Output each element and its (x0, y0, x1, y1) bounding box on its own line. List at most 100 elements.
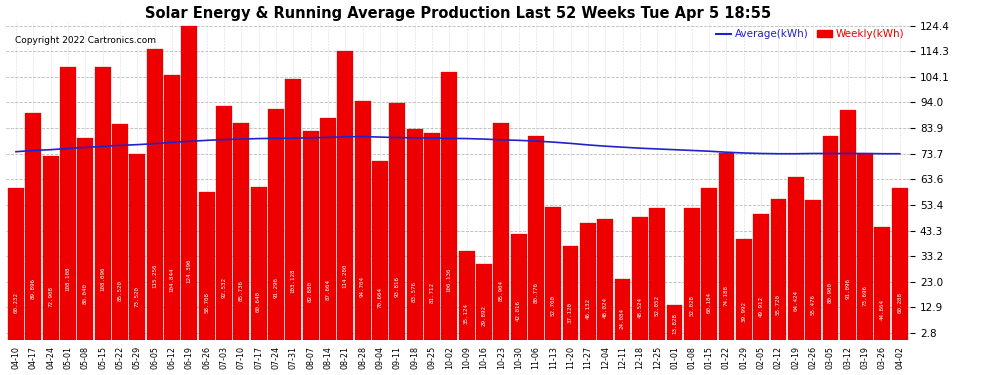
Bar (424, 134, 440, 340)
Text: 87.664: 87.664 (326, 279, 331, 300)
Bar (389, 103, 405, 340)
Text: 83.576: 83.576 (412, 281, 417, 302)
Bar (770, 199, 786, 340)
Bar (736, 239, 751, 340)
Bar (666, 305, 682, 340)
Text: 73.696: 73.696 (862, 285, 867, 306)
Bar (43, 156, 58, 340)
Bar (528, 136, 544, 340)
Text: 106.136: 106.136 (446, 267, 451, 292)
Bar (545, 207, 561, 340)
Bar (216, 106, 232, 340)
Text: 85.520: 85.520 (118, 280, 123, 301)
Bar (26, 113, 42, 340)
Bar (719, 153, 735, 340)
Text: 60.288: 60.288 (897, 291, 902, 312)
Text: 42.016: 42.016 (516, 300, 521, 321)
Bar (632, 217, 647, 340)
Bar (701, 188, 717, 340)
Text: 108.108: 108.108 (65, 266, 70, 291)
Legend: Average(kWh), Weekly(kWh): Average(kWh), Weekly(kWh) (712, 25, 908, 44)
Bar (372, 161, 388, 340)
Text: 81.712: 81.712 (430, 282, 435, 303)
Text: 60.184: 60.184 (707, 292, 712, 313)
Bar (874, 226, 890, 340)
Bar (77, 138, 93, 340)
Bar (458, 251, 474, 340)
Text: 74.188: 74.188 (724, 285, 729, 306)
Bar (562, 246, 578, 340)
Text: 92.532: 92.532 (222, 277, 227, 298)
Bar (823, 135, 839, 340)
Text: 80.900: 80.900 (828, 282, 833, 303)
Bar (857, 154, 873, 340)
Text: 70.664: 70.664 (377, 287, 382, 308)
Text: 24.084: 24.084 (620, 308, 625, 329)
Text: 58.708: 58.708 (204, 292, 209, 313)
Text: 91.096: 91.096 (845, 278, 850, 298)
Text: 60.640: 60.640 (256, 291, 261, 312)
Bar (892, 188, 908, 340)
Text: 114.280: 114.280 (343, 264, 347, 288)
Text: 52.052: 52.052 (654, 295, 659, 316)
Bar (147, 49, 162, 340)
Bar (354, 100, 370, 340)
Bar (615, 279, 631, 340)
Bar (95, 67, 111, 340)
Bar (181, 26, 197, 340)
Bar (753, 214, 769, 340)
Bar (320, 118, 336, 340)
Text: 52.028: 52.028 (689, 295, 694, 316)
Text: 48.524: 48.524 (638, 297, 643, 318)
Text: 52.760: 52.760 (550, 295, 555, 316)
Text: 35.124: 35.124 (464, 303, 469, 324)
Bar (805, 200, 821, 340)
Text: 73.520: 73.520 (135, 285, 140, 306)
Text: 39.992: 39.992 (742, 301, 746, 322)
Text: 108.096: 108.096 (100, 266, 105, 291)
Text: 60.232: 60.232 (14, 291, 19, 312)
Bar (597, 219, 613, 340)
Bar (407, 129, 423, 340)
Text: 104.844: 104.844 (169, 268, 174, 292)
Bar (649, 209, 665, 340)
Text: Copyright 2022 Cartronics.com: Copyright 2022 Cartronics.com (15, 36, 155, 45)
Text: 55.476: 55.476 (811, 294, 816, 315)
Text: 55.720: 55.720 (776, 294, 781, 315)
Bar (303, 130, 319, 340)
Text: 89.896: 89.896 (31, 278, 36, 299)
Text: 82.880: 82.880 (308, 281, 313, 302)
Text: 64.424: 64.424 (793, 290, 798, 310)
Text: 46.132: 46.132 (585, 298, 590, 319)
Text: 37.120: 37.120 (568, 302, 573, 323)
Bar (60, 67, 76, 340)
Bar (199, 192, 215, 340)
Bar (684, 209, 700, 340)
Text: 85.736: 85.736 (239, 280, 244, 301)
Bar (476, 264, 492, 340)
Text: 93.816: 93.816 (395, 276, 400, 297)
Bar (250, 187, 266, 340)
Text: 103.128: 103.128 (291, 268, 296, 293)
Text: 48.024: 48.024 (603, 297, 608, 318)
Text: 80.776: 80.776 (534, 282, 539, 303)
Text: 91.296: 91.296 (273, 278, 278, 298)
Bar (268, 109, 284, 340)
Text: 29.892: 29.892 (481, 305, 486, 326)
Text: 13.828: 13.828 (672, 313, 677, 334)
Bar (840, 110, 855, 340)
Bar (511, 234, 527, 340)
Text: 94.704: 94.704 (360, 276, 365, 297)
Text: 72.908: 72.908 (49, 286, 53, 307)
Bar (112, 124, 128, 340)
Bar (8, 188, 24, 340)
Bar (788, 177, 804, 340)
Text: 124.396: 124.396 (187, 259, 192, 284)
Bar (234, 123, 249, 340)
Bar (580, 224, 596, 340)
Text: 115.256: 115.256 (152, 263, 157, 288)
Text: 49.912: 49.912 (758, 296, 763, 317)
Title: Solar Energy & Running Average Production Last 52 Weeks Tue Apr 5 18:55: Solar Energy & Running Average Productio… (145, 6, 771, 21)
Bar (130, 154, 146, 340)
Bar (338, 51, 353, 340)
